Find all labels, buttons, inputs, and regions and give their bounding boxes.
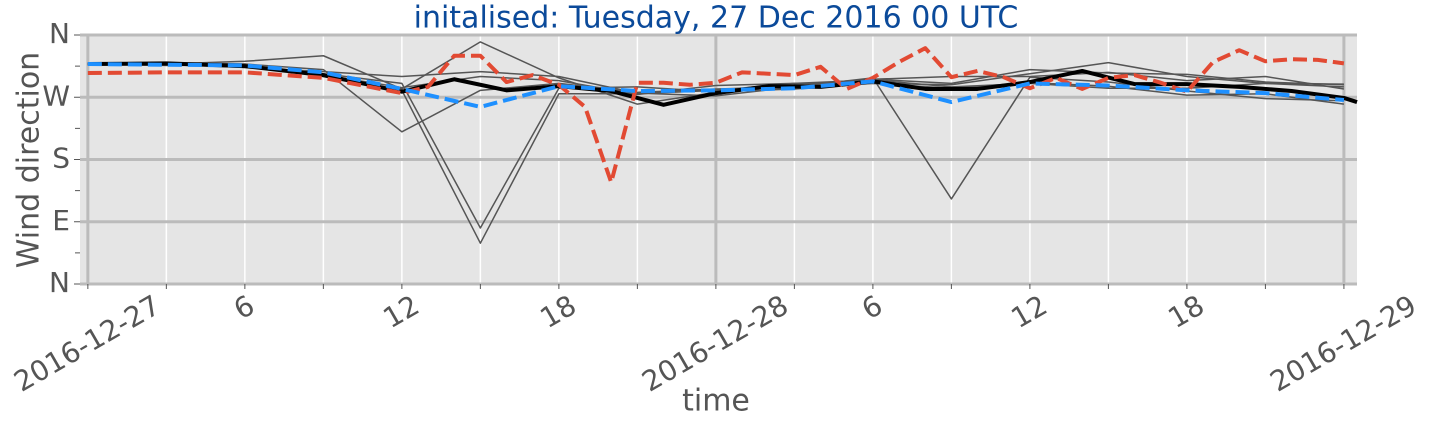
x-tick-label: 18 [1162, 289, 1209, 335]
x-tick-label: 6 [228, 289, 260, 326]
x-axis-label: time [682, 384, 750, 419]
chart-title: initalised: Tuesday, 27 Dec 2016 00 UTC [414, 1, 1019, 36]
series-line [87, 62, 1345, 109]
x-tick-label: 12 [377, 289, 424, 335]
x-tick-label: 18 [534, 289, 581, 335]
x-tick-label: 6 [856, 289, 888, 326]
x-tick-label: 12 [1005, 289, 1052, 335]
y-tick-label: N [49, 266, 70, 299]
y-tick-label: W [42, 79, 70, 112]
y-tick-label: S [52, 142, 70, 175]
series-line [87, 46, 1345, 185]
x-tick-label: 2016-12-27 [8, 289, 165, 399]
x-tick-label: 2016-12-28 [636, 289, 793, 399]
y-axis-label: Wind direction [12, 52, 47, 268]
y-tick-label: E [52, 204, 70, 237]
x-tick-label: 2016-12-29 [1264, 289, 1421, 399]
y-tick-label: N [49, 17, 70, 50]
